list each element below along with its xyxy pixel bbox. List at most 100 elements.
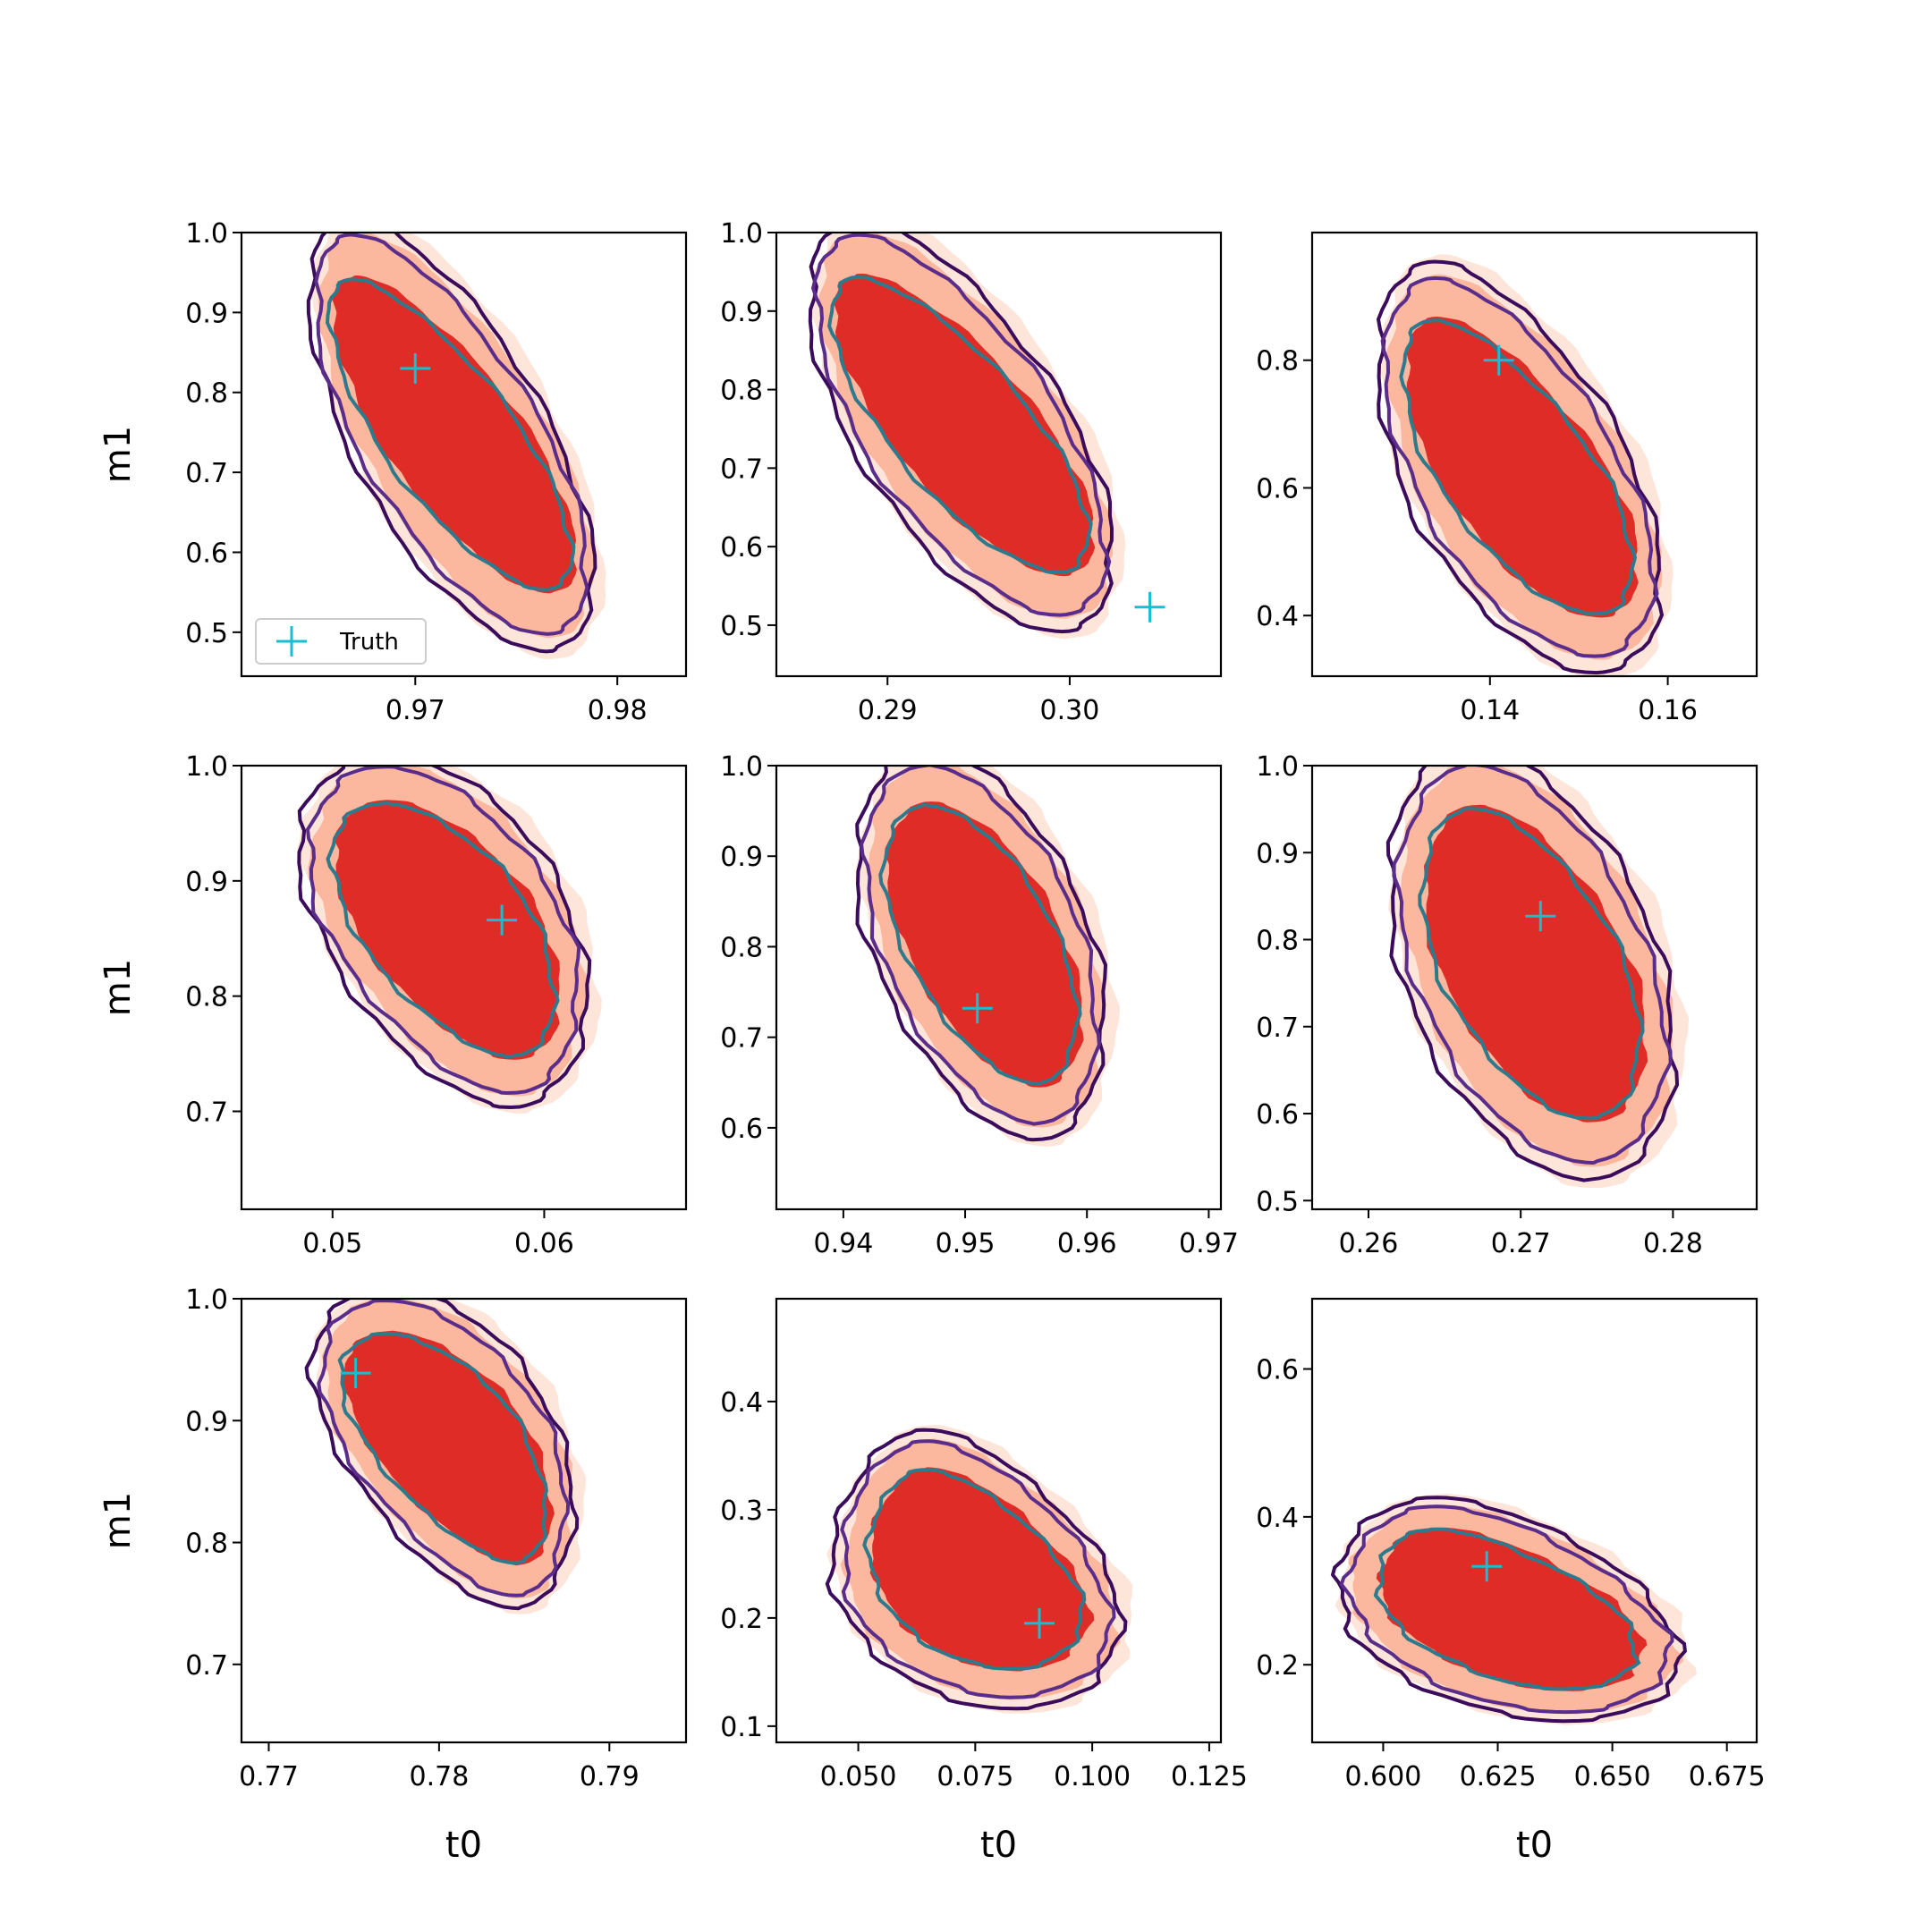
y-tick-label: 0.7: [185, 1650, 228, 1682]
contour-group: [1330, 1493, 1697, 1725]
inner-density-fill: [334, 800, 560, 1060]
mid-contour-line: [317, 1299, 571, 1597]
axes-frame: [1310, 764, 1758, 1211]
y-tick-label: 0.9: [185, 298, 228, 329]
axes-frame: [775, 1297, 1223, 1744]
x-tick-label: 0.14: [1460, 695, 1520, 726]
inner-contour-line: [326, 801, 560, 1059]
y-tick-label: 0.9: [185, 867, 228, 898]
x-tick-label: 0.05: [302, 1228, 362, 1259]
y-tick-label: 1.0: [720, 218, 763, 250]
y-tick-label: 1.0: [185, 751, 228, 783]
x-axis-label: t0: [980, 1825, 1017, 1866]
mid-contour-line: [1380, 275, 1659, 658]
truth-marker: [962, 993, 993, 1024]
axes-frame: [240, 764, 688, 1211]
panel-4: 0.05 0.06 0.7 0.8 0.9 1.0 m1: [97, 751, 688, 1259]
x-axis-label: t0: [445, 1825, 482, 1866]
contour-group: [306, 233, 606, 660]
panel-7: 0.77 0.78 0.79 0.7 0.8 0.9 1.0 m1 t0: [97, 1284, 688, 1866]
contour-group: [297, 766, 602, 1114]
y-tick-label: 0.8: [1256, 926, 1299, 957]
truth-marker: [340, 1358, 371, 1389]
y-tick-label: 0.8: [1256, 346, 1299, 377]
outer-contour-line: [297, 766, 592, 1110]
y-tick-label: 1.0: [185, 1284, 228, 1316]
y-tick-label: 0.5: [720, 611, 763, 642]
x-tick-label: 0.075: [936, 1761, 1013, 1792]
x-tick-label: 0.675: [1689, 1761, 1766, 1792]
y-tick-label: 0.9: [1256, 838, 1299, 869]
inner-contour-line: [827, 275, 1093, 575]
outer-contour-line: [306, 233, 597, 654]
x-tick-label: 0.98: [588, 695, 648, 726]
y-tick-label: 0.4: [1256, 601, 1299, 632]
truth-marker: [1134, 591, 1165, 623]
x-tick-label: 0.77: [239, 1761, 299, 1792]
mid-contour-line: [810, 233, 1112, 617]
outer-contour-line: [808, 233, 1114, 634]
y-tick-label: 0.7: [720, 453, 763, 485]
panel-9: 0.600 0.625 0.650 0.675 0.2 0.4 0.6 t0: [1256, 1297, 1766, 1866]
y-tick-label: 0.2: [1256, 1650, 1299, 1682]
x-tick-label: 0.600: [1344, 1761, 1421, 1792]
axes-frame: [775, 764, 1223, 1211]
outer-contour-line: [1330, 1496, 1687, 1724]
y-tick-label: 0.7: [720, 1023, 763, 1055]
truth-marker: [487, 904, 518, 936]
x-tick-label: 0.96: [1057, 1228, 1117, 1259]
panel-6: 0.26 0.27 0.28 0.5 0.6 0.7 0.8 0.9 1.0: [1256, 751, 1758, 1259]
y-tick-label: 0.6: [720, 1114, 763, 1145]
panel-5: 0.94 0.95 0.96 0.97 0.6 0.7 0.8 0.9 1.0: [720, 751, 1239, 1259]
x-tick-label: 0.100: [1054, 1761, 1131, 1792]
legend-box: [255, 618, 427, 665]
y-tick-label: 1.0: [720, 751, 763, 783]
y-tick-label: 1.0: [1256, 751, 1299, 783]
mid-contour-line: [1339, 1504, 1674, 1715]
panel-3: 0.14 0.16 0.4 0.6 0.8: [1256, 231, 1758, 726]
y-tick-label: 0.5: [1256, 1186, 1299, 1217]
inner-density-fill: [1406, 317, 1639, 618]
axes-frame: [240, 231, 688, 678]
x-tick-label: 0.625: [1460, 1761, 1537, 1792]
contour-group: [1385, 766, 1690, 1189]
inner-contour-line: [862, 1468, 1087, 1671]
inner-density-fill: [1376, 1527, 1648, 1691]
inner-contour-line: [878, 802, 1082, 1086]
truth-marker: [1483, 344, 1514, 376]
y-axis-label: m1: [97, 959, 139, 1016]
inner-density-fill: [340, 1330, 555, 1566]
x-tick-label: 0.26: [1339, 1228, 1399, 1259]
panel-2: 0.29 0.30 0.5 0.6 0.7 0.8 0.9 1.0: [720, 218, 1223, 726]
y-tick-label: 0.9: [720, 842, 763, 873]
truth-marker: [1024, 1607, 1055, 1639]
mid-contour-line: [1392, 766, 1673, 1165]
inner-contour-line: [325, 277, 576, 592]
truth-marker: [1525, 901, 1556, 932]
contour-group: [808, 233, 1126, 640]
axes-frame: [775, 231, 1223, 678]
y-tick-label: 0.8: [720, 376, 763, 407]
inner-contour-line: [1418, 807, 1645, 1121]
x-tick-label: 0.06: [514, 1228, 574, 1259]
x-axis-label: t0: [1516, 1825, 1553, 1866]
contour-group: [825, 1425, 1132, 1714]
y-tick-label: 0.7: [1256, 1013, 1299, 1044]
y-tick-label: 0.8: [185, 1529, 228, 1560]
y-tick-label: 0.9: [720, 297, 763, 328]
inner-density-fill: [833, 273, 1096, 577]
x-tick-label: 0.30: [1040, 695, 1100, 726]
mid-contour-line: [305, 766, 581, 1096]
x-tick-label: 0.79: [580, 1761, 640, 1792]
axes-frame: [1310, 231, 1758, 678]
inner-contour-line: [1399, 318, 1638, 616]
mid-contour-line: [860, 766, 1101, 1126]
y-tick-label: 0.8: [185, 378, 228, 410]
x-tick-label: 0.125: [1171, 1761, 1248, 1792]
mid-contour-line: [840, 1439, 1116, 1699]
axes-frame: [1310, 1297, 1758, 1744]
x-tick-label: 0.97: [1179, 1228, 1239, 1259]
y-axis-label: m1: [97, 426, 139, 483]
contour-group: [855, 766, 1121, 1147]
